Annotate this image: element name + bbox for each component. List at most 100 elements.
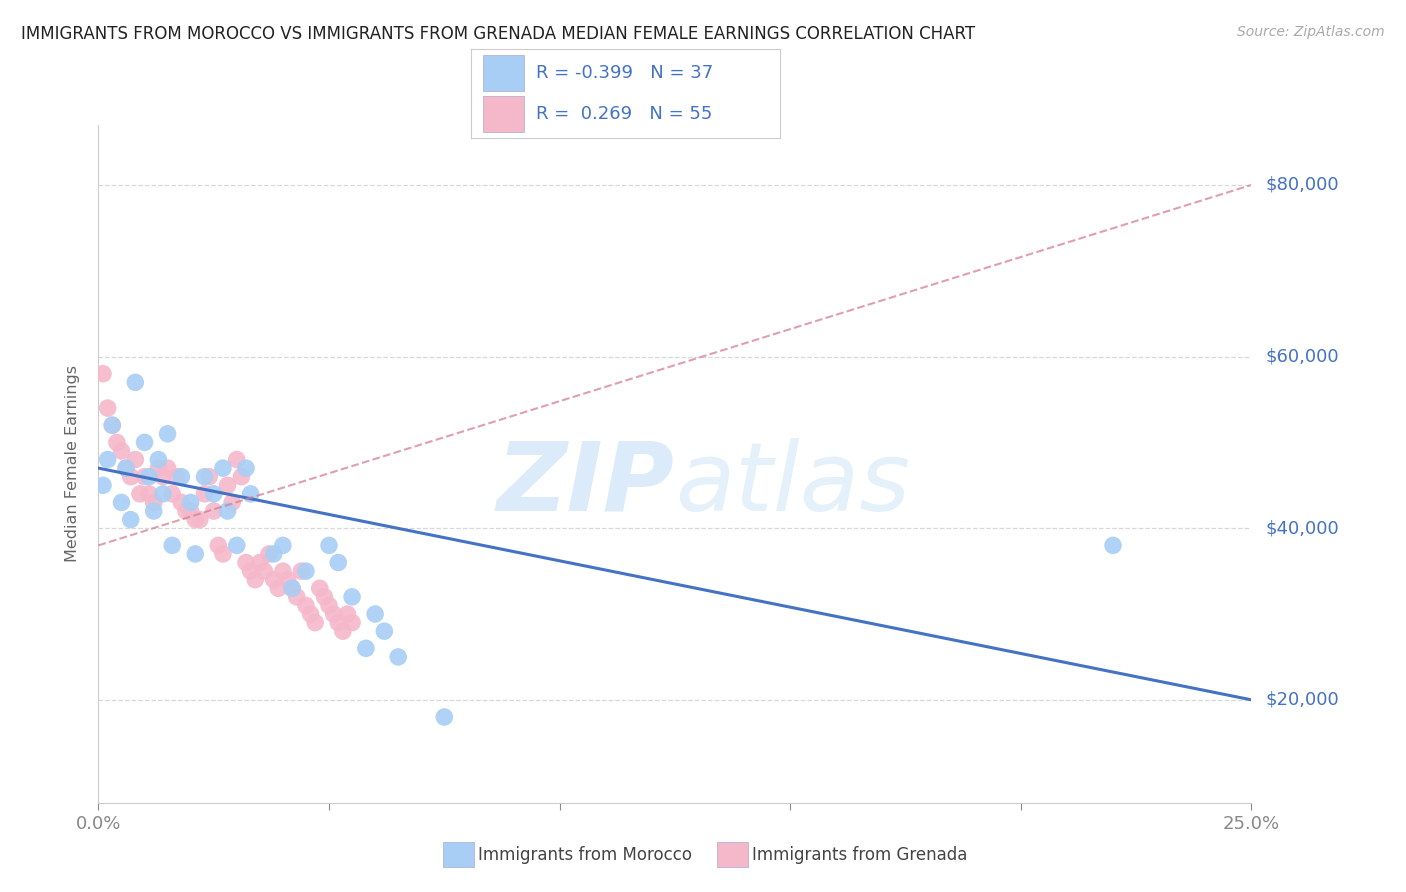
Text: $40,000: $40,000 — [1265, 519, 1339, 537]
Text: Immigrants from Grenada: Immigrants from Grenada — [752, 846, 967, 863]
Point — [193, 487, 215, 501]
Point — [152, 469, 174, 483]
Point — [299, 607, 322, 621]
Point — [202, 487, 225, 501]
Point — [308, 581, 330, 595]
Point — [184, 513, 207, 527]
Point — [129, 487, 152, 501]
Point — [314, 590, 336, 604]
Point — [433, 710, 456, 724]
Text: R =  0.269   N = 55: R = 0.269 N = 55 — [536, 105, 713, 123]
Point — [281, 581, 304, 595]
Point — [134, 435, 156, 450]
Point — [322, 607, 344, 621]
Y-axis label: Median Female Earnings: Median Female Earnings — [65, 366, 80, 562]
Point — [148, 452, 170, 467]
Point — [134, 469, 156, 483]
Point — [138, 487, 160, 501]
Text: Source: ZipAtlas.com: Source: ZipAtlas.com — [1237, 25, 1385, 39]
Point — [318, 538, 340, 552]
Point — [202, 504, 225, 518]
Point — [290, 564, 312, 578]
Point — [295, 564, 318, 578]
Point — [138, 469, 160, 483]
Point — [340, 590, 363, 604]
Point — [160, 538, 183, 552]
Point — [271, 538, 294, 552]
Point — [124, 452, 146, 467]
Text: Immigrants from Morocco: Immigrants from Morocco — [478, 846, 692, 863]
Point — [221, 495, 243, 509]
Point — [97, 401, 120, 415]
Point — [354, 641, 377, 656]
Text: R = -0.399   N = 37: R = -0.399 N = 37 — [536, 64, 713, 82]
Point — [328, 556, 350, 570]
Text: $80,000: $80,000 — [1265, 176, 1339, 194]
Point — [91, 478, 114, 492]
Point — [235, 556, 257, 570]
Point — [142, 495, 165, 509]
Bar — [484, 96, 523, 132]
Point — [207, 538, 229, 552]
Point — [101, 418, 124, 433]
Point — [101, 418, 124, 433]
Point — [249, 556, 271, 570]
Point — [340, 615, 363, 630]
Point — [212, 461, 235, 475]
Point — [239, 487, 262, 501]
Point — [120, 469, 142, 483]
Point — [97, 452, 120, 467]
Point — [91, 367, 114, 381]
Point — [193, 469, 215, 483]
Point — [110, 495, 132, 509]
Point — [180, 504, 202, 518]
Point — [263, 547, 285, 561]
Point — [120, 513, 142, 527]
Point — [253, 564, 276, 578]
Point — [271, 564, 294, 578]
Point — [304, 615, 326, 630]
Point — [245, 573, 267, 587]
Point — [174, 504, 197, 518]
Point — [152, 487, 174, 501]
Point — [124, 376, 146, 390]
Text: atlas: atlas — [675, 438, 910, 531]
Point — [115, 461, 138, 475]
Text: IMMIGRANTS FROM MOROCCO VS IMMIGRANTS FROM GRENADA MEDIAN FEMALE EARNINGS CORREL: IMMIGRANTS FROM MOROCCO VS IMMIGRANTS FR… — [21, 25, 976, 43]
Point — [166, 469, 188, 483]
Point — [332, 624, 354, 639]
Point — [188, 513, 211, 527]
Point — [217, 478, 239, 492]
Point — [225, 538, 247, 552]
Point — [281, 581, 304, 595]
Point — [318, 599, 340, 613]
Point — [328, 615, 350, 630]
Point — [1102, 538, 1125, 552]
Point — [142, 504, 165, 518]
Point — [373, 624, 395, 639]
Point — [115, 461, 138, 475]
Point — [285, 590, 308, 604]
Bar — [484, 55, 523, 91]
Point — [239, 564, 262, 578]
Point — [295, 599, 318, 613]
Point — [212, 547, 235, 561]
Point — [105, 435, 128, 450]
Point — [235, 461, 257, 475]
Point — [160, 487, 183, 501]
Point — [217, 504, 239, 518]
Point — [180, 495, 202, 509]
Point — [263, 573, 285, 587]
Point — [276, 573, 298, 587]
Point — [336, 607, 359, 621]
Text: $20,000: $20,000 — [1265, 690, 1339, 709]
Point — [184, 547, 207, 561]
Point — [257, 547, 280, 561]
Point — [156, 426, 179, 441]
Point — [170, 495, 193, 509]
Point — [387, 649, 409, 664]
Point — [231, 469, 253, 483]
Text: $60,000: $60,000 — [1265, 348, 1339, 366]
Point — [364, 607, 387, 621]
Point — [156, 461, 179, 475]
